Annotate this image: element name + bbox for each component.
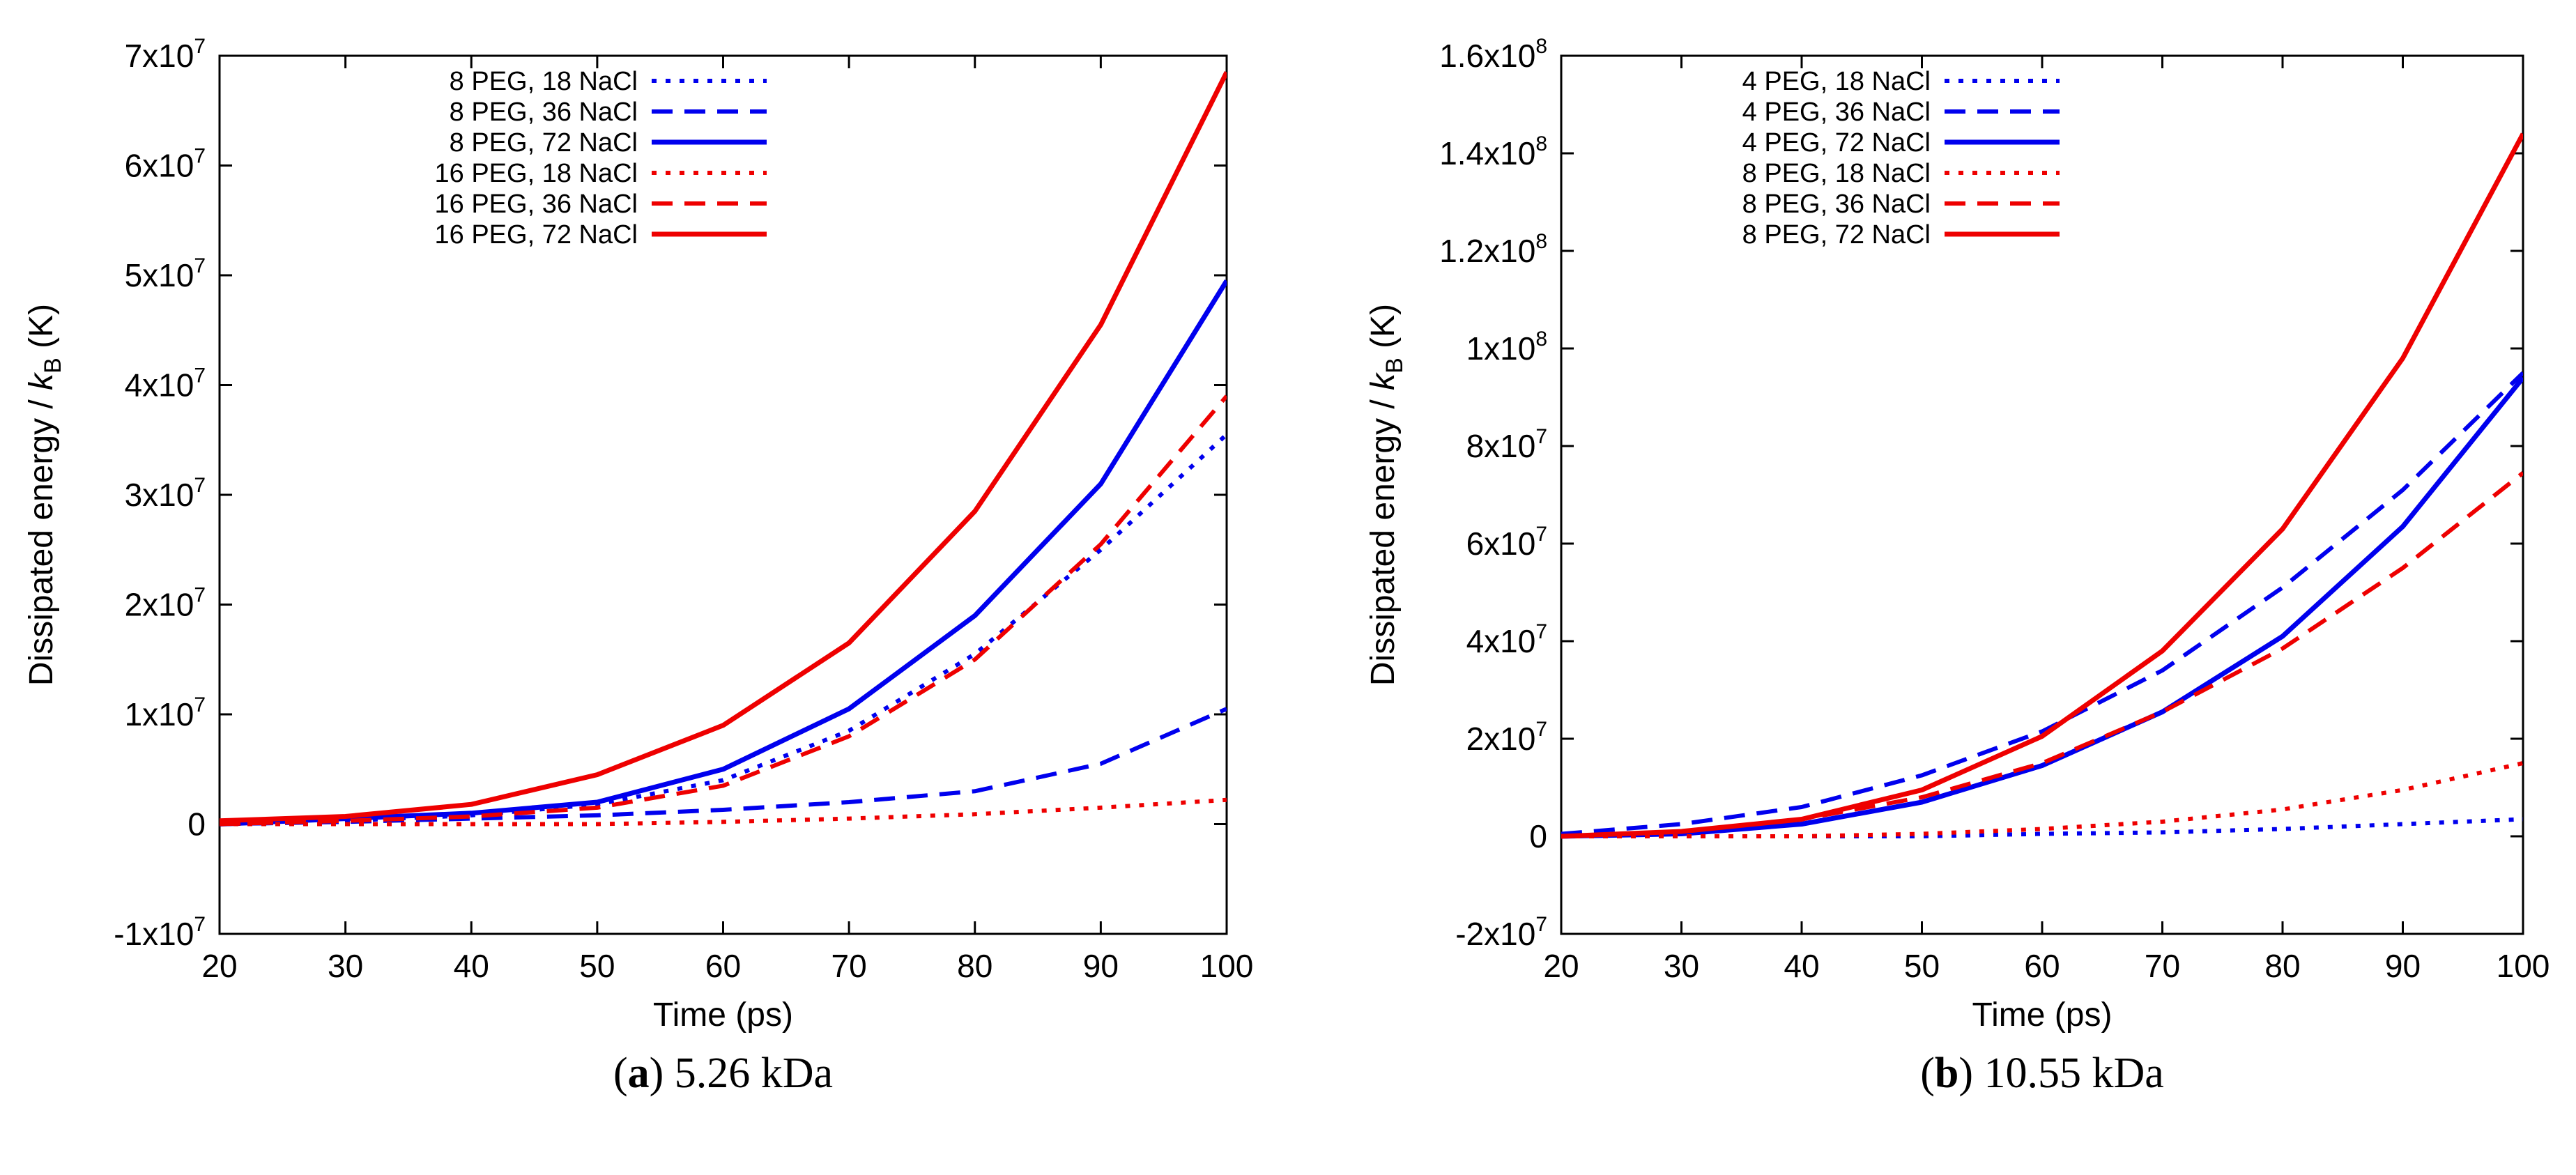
x-tick-label: 90	[1083, 948, 1119, 984]
series-group	[220, 71, 1227, 827]
x-tick-label: 90	[2385, 948, 2421, 984]
y-tick-label: 1x107	[125, 693, 206, 732]
y-tick-label: 1.2x108	[1439, 230, 1547, 269]
series-line-6	[1561, 132, 2523, 839]
y-tick-label: 1.6x108	[1439, 35, 1547, 74]
y-tick-label: 1.4x108	[1439, 132, 1547, 171]
y-tick-label: -2x107	[1455, 913, 1547, 952]
series-group	[1561, 132, 2523, 839]
legend-label: 8 PEG, 72 NaCl	[1742, 220, 1931, 249]
y-tick-label: 6x107	[125, 145, 206, 184]
legend-label: 8 PEG, 18 NaCl	[450, 67, 638, 96]
x-tick-label: 60	[2024, 948, 2060, 984]
x-tick-label: 80	[2264, 948, 2300, 984]
chart-1: 20 30 40 50 60 70 80 90 100 -1x107 0 1x107 2x107 3x10…	[23, 35, 1253, 1097]
y-tick-label: 6x107	[1466, 523, 1547, 562]
y-tick-label: 1x108	[1466, 328, 1547, 367]
x-axis-label: Time (ps)	[1972, 997, 2113, 1034]
legend-label: 8 PEG, 72 NaCl	[450, 128, 638, 158]
series-line-5	[220, 394, 1227, 827]
plot-frame	[218, 54, 1228, 935]
legend-label: 16 PEG, 18 NaCl	[435, 159, 638, 188]
legend-label: 8 PEG, 36 NaCl	[1742, 190, 1931, 219]
legend-label: 8 PEG, 18 NaCl	[1742, 159, 1931, 188]
y-axis-label: Dissipated energy / kB (K)	[1365, 304, 1408, 686]
y-tick-label: 4x107	[125, 364, 206, 404]
x-tick-label: 20	[201, 948, 237, 984]
series-line-1	[220, 433, 1227, 827]
series-line-3	[1561, 376, 2523, 839]
series-line-4	[1561, 761, 2523, 838]
series-line-6	[220, 71, 1227, 824]
y-tick-label: -1x107	[114, 913, 206, 952]
x-tick-label: 100	[2497, 948, 2550, 984]
x-tick-label: 50	[579, 948, 615, 984]
x-tick-label: 40	[454, 948, 489, 984]
x-tick-label: 40	[1784, 948, 1819, 984]
y-tick-label: 4x107	[1466, 620, 1547, 659]
legend-label: 4 PEG, 72 NaCl	[1742, 128, 1931, 158]
y-tick-label: 0	[187, 806, 206, 843]
x-tick-label: 30	[1664, 948, 1699, 984]
panel-caption: (a) 5.26 kDa	[613, 1050, 833, 1097]
series-line-4	[220, 797, 1227, 827]
plot-frame	[1560, 54, 2524, 935]
y-tick-label: 7x107	[125, 35, 206, 74]
x-tick-label: 50	[1904, 948, 1940, 984]
panel-caption: (b) 10.55 kDa	[1920, 1050, 2164, 1097]
y-tick-label: 0	[1529, 818, 1547, 854]
x-tick-label: 100	[1200, 948, 1254, 984]
y-tick-label: 8x107	[1466, 425, 1547, 464]
x-tick-label: 20	[1543, 948, 1579, 984]
legend-label: 16 PEG, 36 NaCl	[435, 190, 638, 219]
legend-label: 8 PEG, 36 NaCl	[450, 98, 638, 127]
x-tick-label: 70	[831, 948, 867, 984]
x-tick-label: 70	[2145, 948, 2180, 984]
legend-label: 16 PEG, 72 NaCl	[435, 220, 638, 249]
y-tick-label: 3x107	[125, 474, 206, 513]
chart-2: 20 30 40 50 60 70 80 90 100 -2x107 0 2x107 4x107 6x10…	[1365, 35, 2550, 1097]
x-tick-label: 60	[705, 948, 741, 984]
y-tick-label: 2x107	[125, 584, 206, 623]
x-tick-label: 80	[957, 948, 992, 984]
legend-label: 4 PEG, 18 NaCl	[1742, 67, 1931, 96]
series-line-3	[220, 279, 1227, 827]
y-tick-label: 2x107	[1466, 718, 1547, 757]
y-axis-label: Dissipated energy / kB (K)	[23, 304, 66, 686]
x-tick-label: 30	[328, 948, 363, 984]
series-line-5	[1561, 471, 2523, 838]
y-tick-label: 5x107	[125, 254, 206, 293]
series-line-2	[1561, 371, 2523, 836]
legend-label: 4 PEG, 36 NaCl	[1742, 98, 1931, 127]
x-axis-label: Time (ps)	[653, 997, 793, 1034]
